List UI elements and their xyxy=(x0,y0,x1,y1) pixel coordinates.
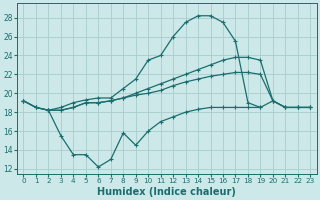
X-axis label: Humidex (Indice chaleur): Humidex (Indice chaleur) xyxy=(98,187,236,197)
